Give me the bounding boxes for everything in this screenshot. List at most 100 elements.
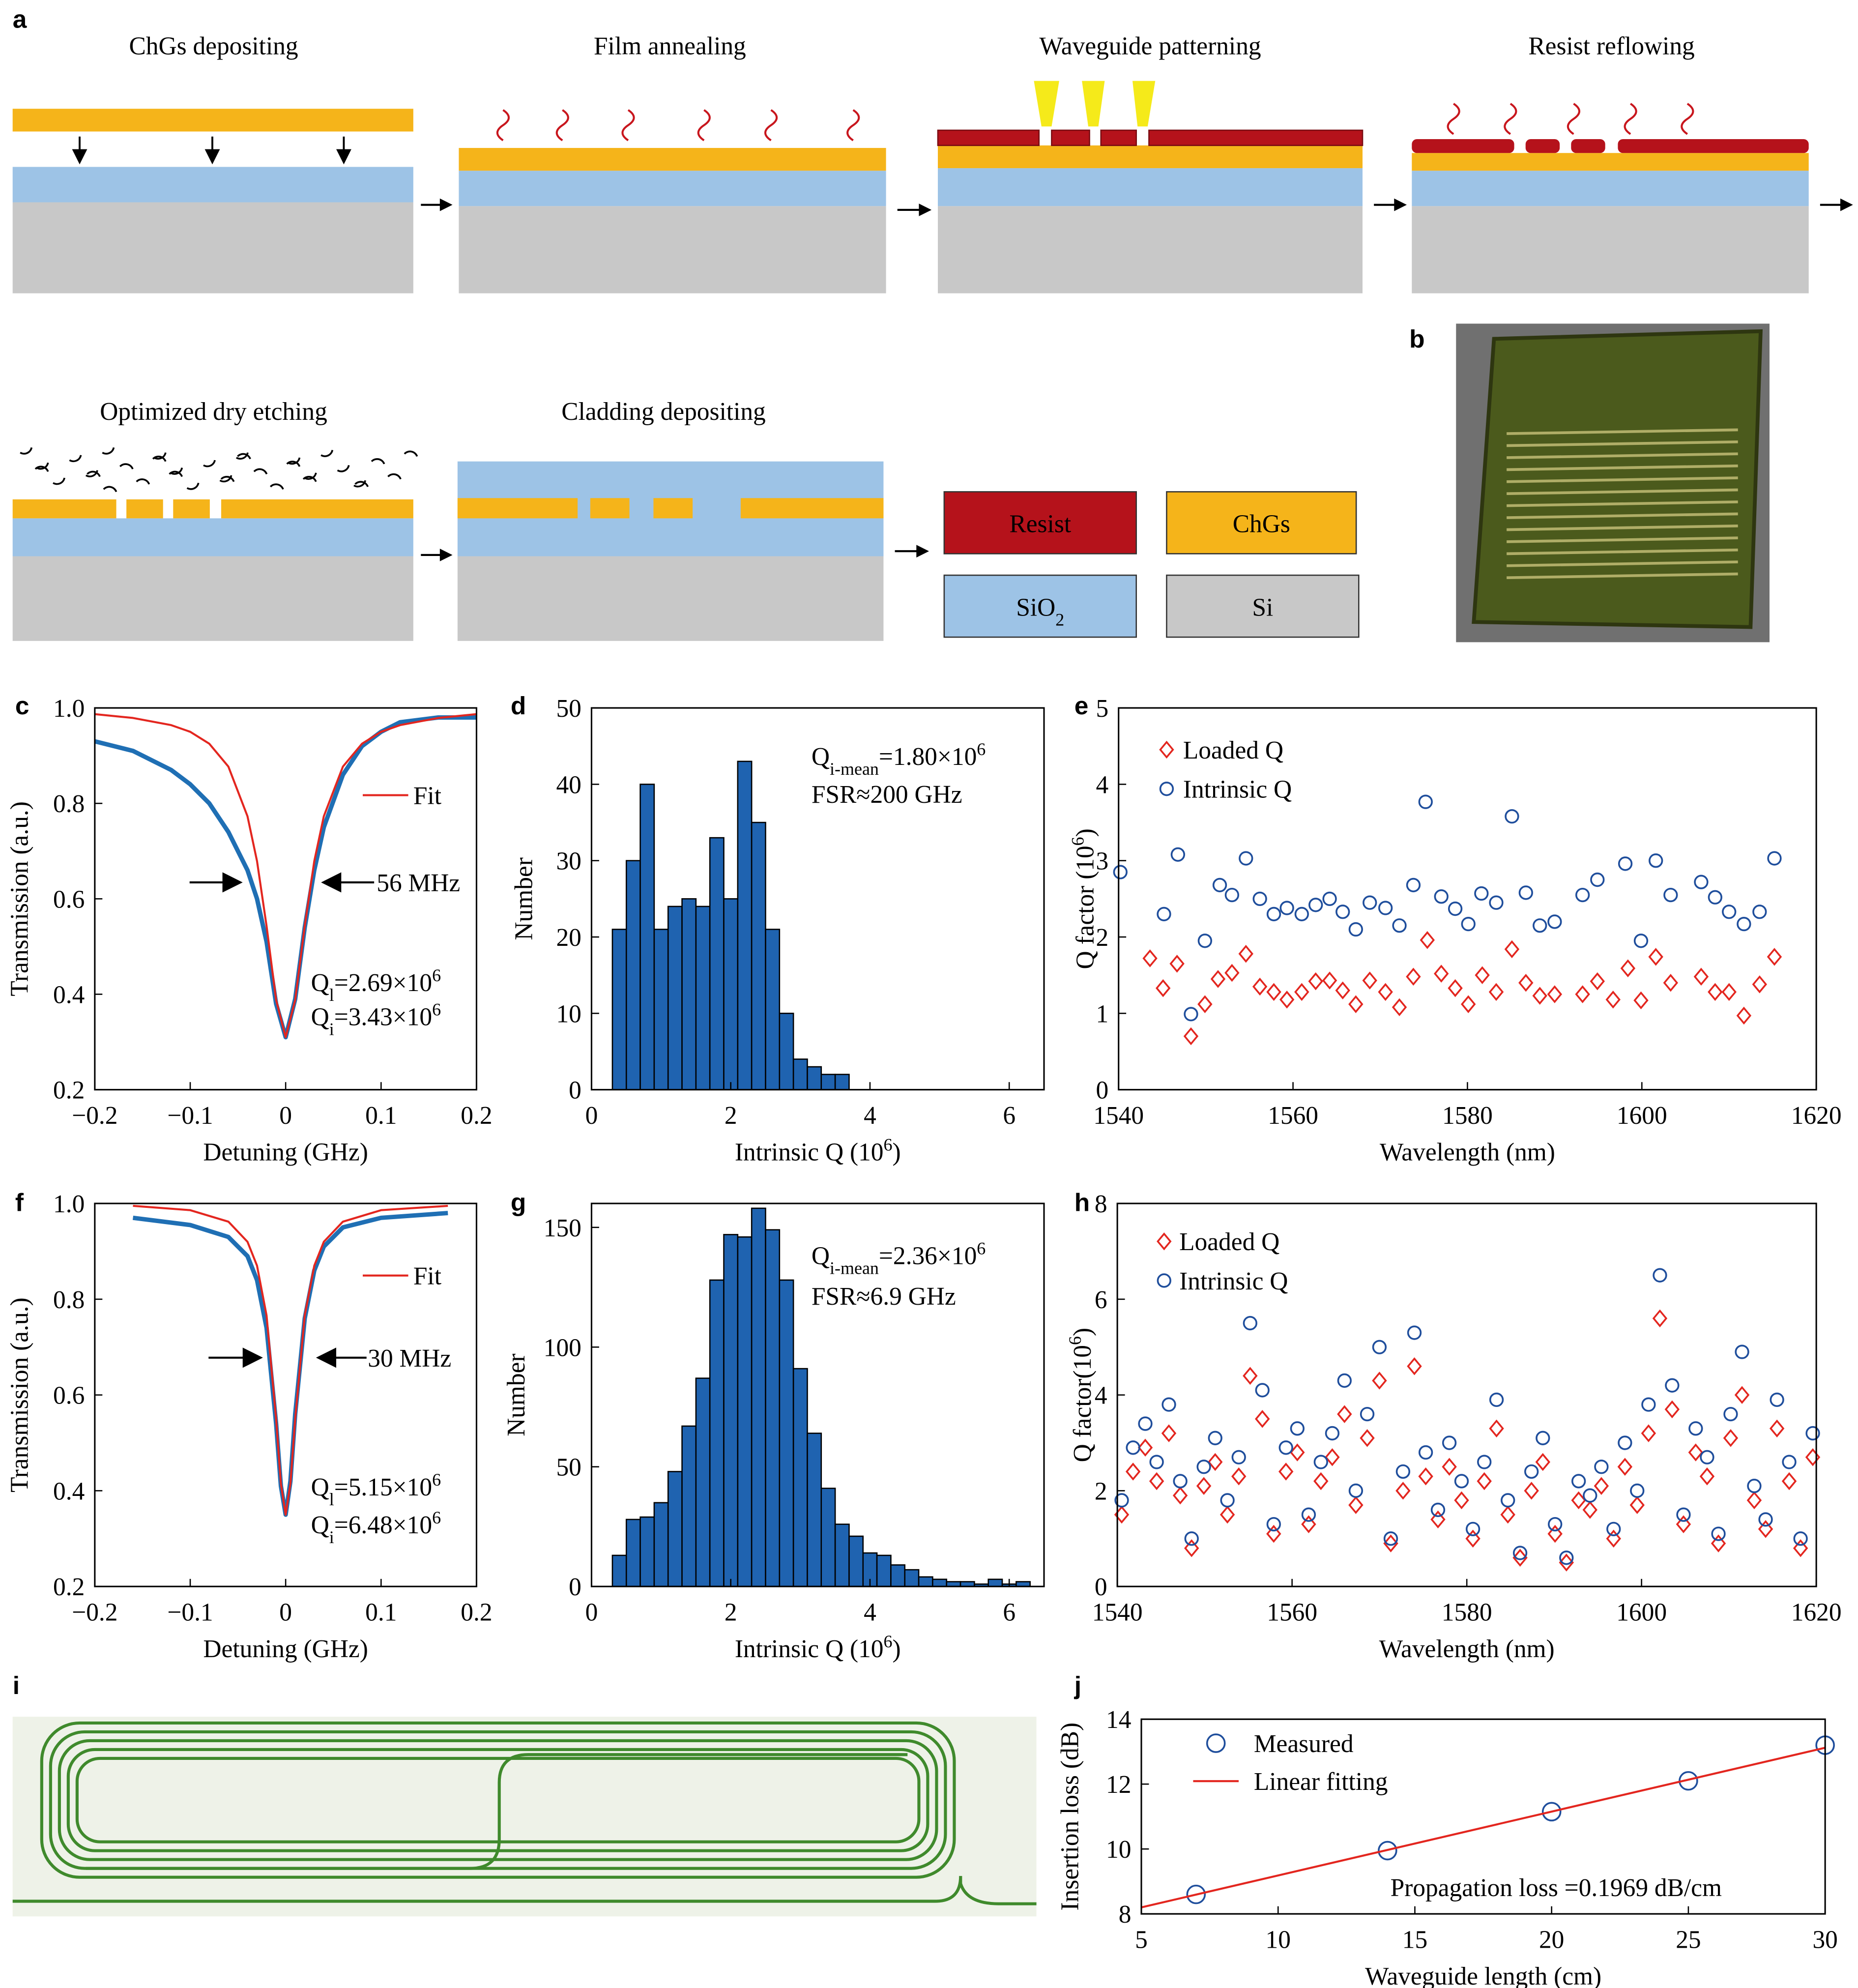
- chip-waveguide: [1507, 428, 1738, 435]
- legend-box: [943, 491, 1137, 555]
- circle-marker: [1442, 1435, 1457, 1450]
- diamond-marker: [1633, 991, 1649, 1010]
- diamond-marker: [1430, 1510, 1446, 1529]
- y-tick-label: 10: [1106, 1836, 1131, 1864]
- circle-marker: [1461, 916, 1476, 932]
- circle-marker: [1805, 1426, 1820, 1441]
- circle-marker: [1735, 1345, 1749, 1359]
- circle-marker: [1301, 1507, 1316, 1522]
- y-tick-label: 0.2: [53, 1573, 85, 1601]
- y-tick-label: 2: [1095, 1477, 1107, 1505]
- etch-particle: [53, 477, 65, 485]
- diamond-marker: [1475, 966, 1490, 984]
- diamond-marker: [1594, 1477, 1609, 1495]
- y-tick-label: 5: [1096, 695, 1108, 723]
- x-tick-label: −0.2: [72, 1599, 117, 1627]
- spiral-waveguide: [40, 1721, 956, 1879]
- chip-waveguide: [1507, 500, 1738, 507]
- diamond-marker: [1383, 1534, 1398, 1552]
- text-part: 2: [1055, 610, 1064, 629]
- legend-marker: [1206, 1733, 1226, 1753]
- histogram-bar: [765, 929, 781, 1090]
- circle-marker: [1767, 851, 1782, 866]
- text-part: Q: [311, 1473, 329, 1501]
- diamond-marker: [1767, 948, 1782, 966]
- text-part: SiO: [1016, 593, 1055, 621]
- etch-particle: [288, 457, 301, 465]
- y-tick-label: 6: [1095, 1286, 1107, 1314]
- diamond-marker: [1406, 967, 1421, 986]
- x-tick-label: 1560: [1267, 1599, 1317, 1627]
- circle-marker: [1518, 885, 1533, 900]
- diamond-marker: [1758, 1520, 1773, 1538]
- diamond-marker: [1736, 1006, 1752, 1025]
- circle-marker: [1711, 1526, 1726, 1541]
- diamond-marker: [1590, 972, 1605, 991]
- text-part: Q factor (10: [1071, 846, 1099, 969]
- histogram-bar: [876, 1554, 892, 1587]
- histogram-bar: [932, 1579, 948, 1587]
- etch-particle: [153, 452, 167, 460]
- circle-marker: [1313, 1455, 1328, 1469]
- text-part: =6.48×10: [334, 1511, 432, 1539]
- etch-particle: [87, 470, 101, 477]
- histogram-bar: [987, 1579, 1003, 1587]
- etch-particle: [136, 478, 150, 485]
- diamond-marker: [1461, 995, 1476, 1013]
- diamond-marker: [1805, 1448, 1821, 1466]
- text-part: l: [329, 985, 334, 1005]
- histogram-bar: [709, 837, 725, 1090]
- diamond-marker: [1224, 964, 1240, 982]
- text-part: =1.80×10: [879, 743, 977, 771]
- histogram-bar: [779, 1013, 794, 1090]
- etch-particle: [404, 450, 418, 457]
- circle-marker: [1594, 1460, 1609, 1474]
- y-tick-label: 12: [1106, 1771, 1131, 1799]
- diamond-marker: [1362, 971, 1377, 990]
- chip-waveguide: [1507, 452, 1738, 459]
- circle-marker: [1383, 1531, 1398, 1546]
- x-tick-label: −0.2: [72, 1102, 117, 1130]
- step-title: ChGs depositing: [129, 32, 298, 60]
- text-part: Intrinsic Q (10: [735, 1635, 884, 1663]
- chgs-layer: [12, 109, 413, 132]
- histogram-bar: [653, 1502, 669, 1587]
- diamond-marker: [1477, 1472, 1492, 1491]
- histogram-bar: [639, 1516, 655, 1587]
- circle-marker: [1694, 875, 1709, 889]
- y-axis-label: Number: [510, 857, 538, 940]
- x-tick-label: 1600: [1616, 1599, 1667, 1627]
- circle-marker: [1606, 1521, 1621, 1537]
- arrow-head: [439, 198, 453, 211]
- diamond-marker: [1313, 1472, 1329, 1491]
- histogram-bar: [890, 1564, 906, 1587]
- y-tick-label: 100: [544, 1334, 581, 1362]
- heat-wave: [496, 109, 510, 142]
- circle-marker: [1348, 922, 1363, 937]
- etch-particle: [20, 447, 33, 455]
- heat-wave: [621, 109, 635, 142]
- diamond-marker: [1210, 970, 1226, 988]
- circle-marker: [1448, 901, 1463, 916]
- circle-marker: [1173, 1474, 1188, 1489]
- annotation: Qi-mean=1.80×106: [812, 739, 986, 779]
- chip-waveguide: [1507, 488, 1738, 496]
- circle-marker: [1406, 877, 1421, 893]
- y-tick-label: 0.8: [53, 790, 85, 818]
- circle-marker: [1266, 906, 1281, 922]
- chip-waveguide: [1507, 560, 1738, 567]
- y-axis-label: Transmission (a.u.): [6, 801, 34, 996]
- circle-marker: [1489, 1392, 1504, 1407]
- circle-marker: [1630, 1483, 1645, 1498]
- circle-marker: [1322, 891, 1337, 906]
- text-part: 6: [432, 965, 441, 985]
- diamond-marker: [1723, 1429, 1739, 1447]
- diamond-marker: [1620, 959, 1636, 977]
- etch-particle: [320, 450, 334, 457]
- histogram-bar: [723, 1234, 739, 1587]
- diamond-marker: [1781, 1472, 1797, 1491]
- diamond-marker: [1420, 931, 1435, 949]
- arrow-head: [1840, 198, 1853, 211]
